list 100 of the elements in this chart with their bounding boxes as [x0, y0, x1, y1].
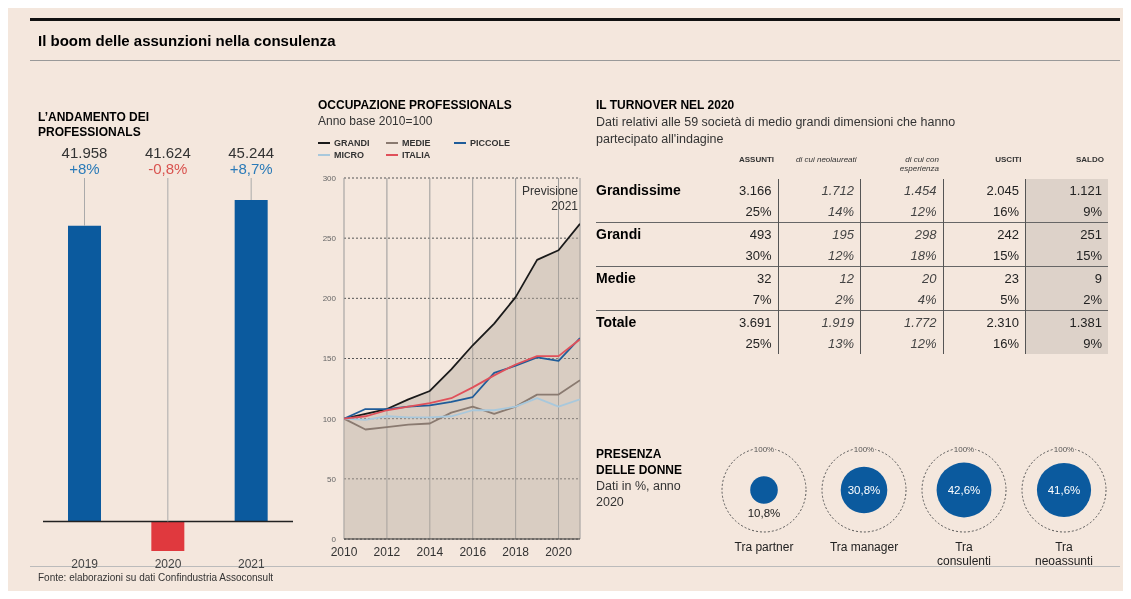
x-tick-label: 2021 — [237, 556, 265, 571]
text: 9 — [1094, 270, 1102, 286]
text: 9% — [1083, 336, 1102, 351]
text: 30% — [745, 248, 772, 263]
text: Dati in %, anno 2020 — [596, 478, 682, 510]
text: 493 — [749, 226, 772, 242]
text: IL TURNOVER NEL 2020 — [596, 98, 736, 112]
x-tick-label: 2016 — [459, 544, 487, 559]
text: 25% — [745, 204, 772, 219]
text: PRESENZA DELLE DONNE — [596, 446, 683, 478]
text: 12% — [910, 204, 937, 219]
legend-label: ITALIA — [401, 150, 432, 160]
category-label: Tra consulenti — [935, 540, 992, 568]
legend-label: MICRO — [333, 150, 365, 160]
annotation: Previsione 2021 — [520, 184, 578, 214]
legend-label: GRANDI — [333, 138, 371, 148]
x-tick-label: 2020 — [545, 544, 573, 559]
data-label: 42,6% — [947, 484, 981, 496]
text: 1.454 — [903, 182, 937, 198]
text: 16% — [992, 204, 1019, 219]
text: 18% — [910, 248, 937, 263]
legend-label: MEDIE — [401, 138, 432, 148]
y-tick-label: 250 — [322, 234, 337, 244]
category-label: di cui neolaureati — [795, 155, 857, 164]
x-tick-label: 2018 — [502, 544, 530, 559]
text: 4% — [917, 292, 937, 307]
text: 298 — [914, 226, 937, 242]
x-tick-label: 2010 — [330, 544, 358, 559]
text: 15% — [1075, 248, 1102, 263]
category-label: ASSUNTI — [737, 155, 775, 164]
text: 1.712 — [821, 182, 855, 198]
chart-subtitle: Anno base 2010=100 — [318, 114, 434, 128]
x-tick-label: 2020 — [154, 556, 182, 571]
text: 12% — [910, 336, 937, 351]
text: 13% — [828, 336, 855, 351]
category-label: Tra partner — [733, 540, 795, 554]
data-label: 10,8% — [747, 506, 781, 519]
chart-title: L’ANDAMENTO DEI PROFESSIONALS — [38, 110, 151, 140]
text: 5% — [1000, 292, 1019, 307]
text: Il boom delle assunzioni nella consulenza — [38, 32, 336, 49]
category-label: di cui con esperienza — [898, 155, 939, 173]
text: 251 — [1080, 226, 1102, 242]
text: 41.958 — [61, 144, 108, 161]
text: 100% — [1053, 445, 1075, 454]
text: 41.624 — [144, 144, 191, 161]
data-label: +8% — [69, 160, 100, 177]
category-label: Tra neoassunti — [1033, 540, 1094, 568]
text: 100% — [953, 445, 975, 454]
text: 32 — [757, 270, 772, 286]
text: 15% — [992, 248, 1019, 263]
x-tick-label: 2012 — [373, 544, 401, 559]
text: 100% — [853, 445, 875, 454]
category-label: Grandi — [596, 226, 642, 242]
data-label: 41,6% — [1047, 484, 1081, 496]
category-label: Grandissime — [596, 182, 681, 198]
category-label: USCITI — [994, 155, 1022, 164]
legend-label: PICCOLE — [469, 138, 511, 148]
text: 25% — [745, 336, 772, 351]
line-series — [344, 397, 580, 421]
chart-title: OCCUPAZIONE PROFESSIONALS — [318, 98, 513, 112]
text: 45.244 — [228, 144, 275, 161]
y-tick-label: 50 — [327, 474, 337, 484]
text: 2.310 — [986, 314, 1019, 330]
x-tick-label: 2019 — [71, 556, 99, 571]
category-label: Medie — [596, 270, 636, 286]
text: 242 — [997, 226, 1019, 242]
text: 12% — [828, 248, 855, 263]
text: 3.166 — [739, 182, 772, 198]
line-series — [344, 379, 580, 431]
text: 1.121 — [1069, 182, 1102, 198]
y-tick-label: 150 — [322, 354, 337, 364]
text: 1.381 — [1069, 314, 1102, 330]
data-label: 30,8% — [847, 484, 881, 496]
category-label: SALDO — [1075, 155, 1104, 164]
x-tick-label: 2014 — [416, 544, 444, 559]
text: 16% — [992, 336, 1019, 351]
category-label: Totale — [596, 314, 637, 330]
text: 1.772 — [903, 314, 937, 330]
text: 195 — [832, 226, 855, 242]
text: 7% — [752, 292, 772, 307]
text: 2% — [1083, 292, 1102, 307]
text: 14% — [828, 204, 855, 219]
text: 9% — [1083, 204, 1102, 219]
text: 20 — [922, 270, 937, 286]
category-label: Tra manager — [829, 540, 899, 554]
y-tick-label: 200 — [322, 294, 337, 304]
text: 2% — [835, 292, 855, 307]
source-note: Fonte: elaborazioni su dati Confindustria Assoconsult — [38, 572, 274, 583]
data-label: +8,7% — [229, 160, 273, 177]
y-tick-label: 100 — [322, 414, 337, 424]
text: 2.045 — [986, 182, 1019, 198]
text: 100% — [753, 445, 775, 454]
text: 23 — [1004, 270, 1019, 286]
text: 3.691 — [739, 314, 772, 330]
text: 12 — [839, 270, 855, 286]
text: Dati relativi alle 59 società di medio grandi dimensioni che hanno partecipato all'indagine — [596, 114, 956, 148]
data-label: -0,8% — [148, 160, 188, 177]
text: 1.919 — [821, 314, 855, 330]
y-tick-label: 300 — [322, 173, 337, 183]
y-tick-label: 0 — [331, 534, 337, 544]
